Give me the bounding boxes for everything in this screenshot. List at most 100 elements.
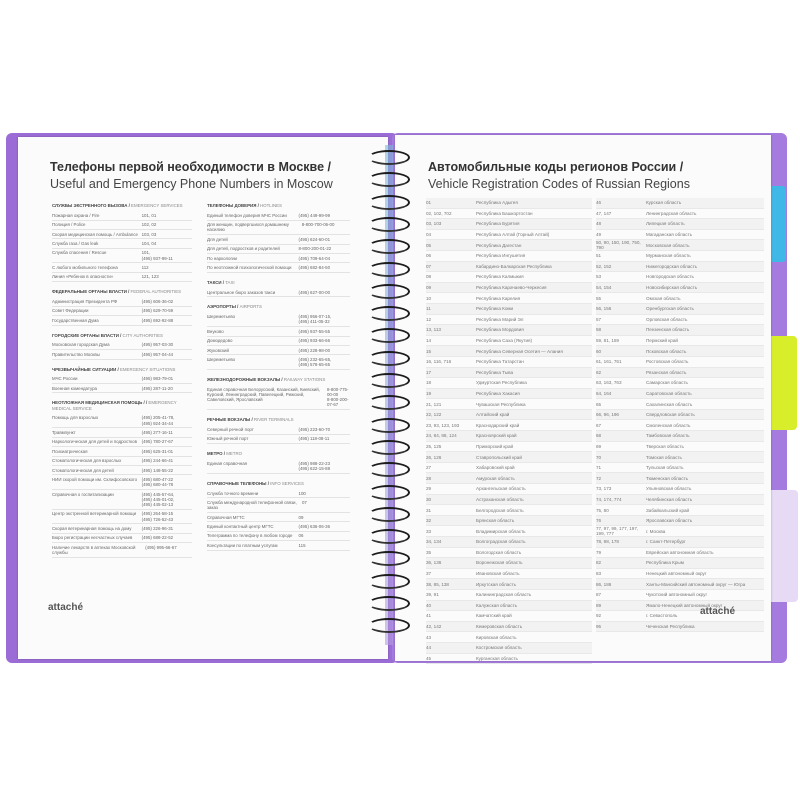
region-row: 43 Кировская область	[426, 632, 592, 643]
phone-number: 8-800-775-00-00 8-800-200-07-67	[326, 386, 349, 408]
divider-tab-blue[interactable]	[770, 186, 786, 262]
service-name: Справочная МГТС	[207, 514, 245, 520]
region-name: Владимирская область	[476, 528, 526, 534]
region-code: 60	[596, 348, 602, 354]
region-code: 49	[596, 232, 602, 238]
region-row: 79 Еврейская автономная область	[596, 548, 764, 559]
region-row: 66, 96, 196 Свердловская область	[596, 409, 764, 421]
region-code: 09	[426, 285, 432, 291]
phone-number: 07	[301, 500, 307, 506]
phone-number: (495) 449-99-99	[298, 212, 331, 218]
phone-row: Пожарная охрана / Fire 101, 01	[52, 211, 192, 221]
service-name: Шереметьево	[207, 356, 236, 362]
region-code: 46	[596, 200, 602, 206]
section-heading-en: FEDERAL AUTHORITIES	[130, 289, 182, 295]
region-row: 59, 81, 159 Пермский край	[596, 336, 764, 347]
phone-row: По наркологии (495) 709-64-04	[207, 254, 350, 264]
divider-tab-lilac[interactable]	[770, 490, 798, 602]
region-row: 18 Удмуртская Республика	[426, 378, 592, 389]
region-name: Самарская область	[646, 380, 688, 386]
region-name: Курская область	[646, 200, 682, 206]
phone-number: (495) 625-31-01	[141, 448, 174, 454]
region-code: 38, 85, 138	[426, 581, 449, 587]
service-name: Наличие лекарств в аптеках Московской сл…	[52, 544, 136, 555]
phone-number: (495) 148-55-22	[141, 467, 174, 473]
region-code: 73, 173	[596, 486, 612, 492]
region-row: 70 Томская область	[596, 452, 764, 463]
phone-row: Консультации по платным услугам 115	[207, 541, 350, 551]
region-code: 23, 93, 123, 193	[426, 422, 460, 428]
phone-number: (495) 933-66-66	[298, 338, 331, 344]
codes-column-2: 46 Курская область 47, 147 Ленинградская об…	[596, 198, 764, 633]
region-row: 67 Смоленская область	[596, 420, 764, 432]
region-code: 66, 96, 196	[596, 412, 619, 418]
region-row: 54, 154 Новосибирская область	[596, 282, 764, 294]
region-code: 31	[426, 507, 432, 513]
region-row: 37 Ивановская область	[426, 569, 592, 580]
region-name: Республика Калмыкия	[476, 274, 524, 280]
region-row: 73, 173 Ульяновская область	[596, 484, 764, 495]
phone-number: (495) 780-27-67	[141, 439, 174, 445]
divider-tab-yellow[interactable]	[770, 336, 797, 430]
region-code: 78, 98, 178	[596, 539, 619, 545]
region-code: 32	[426, 518, 432, 524]
region-name: Забайкальский край	[646, 507, 690, 513]
service-name: Для женщин, подвергшихся домашнему насил…	[207, 222, 289, 233]
phone-row: Для детей (495) 624-60-01	[207, 235, 350, 245]
region-row: 07 Кабардино-Балкарская Республика	[426, 261, 592, 273]
region-code: 59, 81, 159	[596, 338, 619, 344]
service-name: Бюро регистрации несчастных случаев	[52, 535, 133, 541]
region-row: 65 Сахалинская область	[596, 399, 764, 410]
spiral-ring	[368, 484, 410, 500]
region-code: 22, 122	[426, 412, 442, 418]
phone-number: (495) 709-64-04	[298, 255, 331, 261]
phone-row: НИИ скорой помощи им. Склифосовского (495…	[52, 475, 192, 491]
phone-number: (495) 624-60-01	[298, 236, 331, 242]
region-code: 72	[596, 475, 602, 481]
region-name: Кемеровская область	[476, 624, 523, 630]
region-row: 23, 93, 123, 193 Краснодарский край	[426, 420, 592, 432]
region-code: 79	[596, 549, 602, 555]
phone-row: Военная комендатура (495) 287-11-20	[52, 384, 192, 394]
section-heading-en: INFO SERVICES	[270, 480, 304, 486]
service-name: Северный речной порт	[207, 426, 254, 432]
region-code: 36, 136	[426, 560, 442, 566]
spiral-ring	[368, 529, 410, 545]
phone-row: Скорая ветеринарная помощь на дому (495) …	[52, 524, 192, 534]
service-name: С любого мобильного телефона	[52, 264, 118, 270]
region-name: Краснодарский край	[476, 422, 520, 428]
phone-row: Для детей, подростков и родителей 8-800-2…	[207, 245, 350, 254]
region-name: Республика Крым	[646, 560, 684, 566]
section-heading: НЕОТЛОЖНАЯ МЕДИЦИНСКАЯ ПОМОЩЬ / / EMERGE…	[52, 400, 177, 411]
region-name: Чувашская Республика	[476, 401, 526, 407]
phone-number: (495) 264-58-15 (495) 726-52-43	[141, 511, 174, 522]
region-row: 27 Хабаровский край	[426, 463, 592, 474]
region-row: 15 Республика Северная Осетия — Алания	[426, 346, 592, 357]
region-row: 22, 122 Алтайский край	[426, 409, 592, 421]
phone-row: По неотложной психологической помощи (495…	[207, 263, 350, 273]
region-name: Омская область	[646, 295, 681, 301]
phone-number: (495) 629-70-59	[141, 308, 174, 314]
service-name: Военная комендатура	[52, 385, 97, 391]
service-name: По наркологии	[207, 255, 238, 261]
phone-number: (495) 223-60-70	[298, 426, 331, 432]
phone-row: Для женщин, подвергшихся домашнему насил…	[207, 221, 350, 236]
phone-row: Единая справочная Белорусский, Казанский…	[207, 385, 350, 411]
phone-row: Центр экстренной ветеринарной помощи (495…	[52, 510, 192, 525]
region-name: Архангельская область	[476, 486, 526, 492]
region-name: Томская область	[646, 454, 682, 460]
region-code: 18	[426, 380, 432, 386]
service-name: Внуково	[207, 328, 224, 334]
region-code: 05	[426, 242, 432, 248]
phone-row: Полиция / Police 102, 02	[52, 221, 192, 230]
phone-number: 101, (495) 937-99-11	[141, 250, 173, 261]
spiral-ring	[368, 596, 410, 611]
region-row: 58 Пензенская область	[596, 325, 764, 336]
phones-column-2: ТЕЛЕФОНЫ ДОВЕРИЯ / HOTLINES Единый телефо…	[207, 196, 350, 551]
region-name: Смоленская область	[646, 422, 691, 428]
phone-row: Справочная о госпитализации (495) 445-57-…	[52, 490, 192, 510]
section-heading: ЖЕЛЕЗНОДОРОЖНЫЕ ВОКЗАЛЫ / RAILWAY STATIO…	[207, 376, 326, 382]
phone-number: (495) 956-07-15, (495) 411-05-32	[298, 314, 332, 325]
region-code: 24, 84, 88, 124	[426, 433, 457, 439]
region-name: Курганская область	[476, 655, 518, 661]
